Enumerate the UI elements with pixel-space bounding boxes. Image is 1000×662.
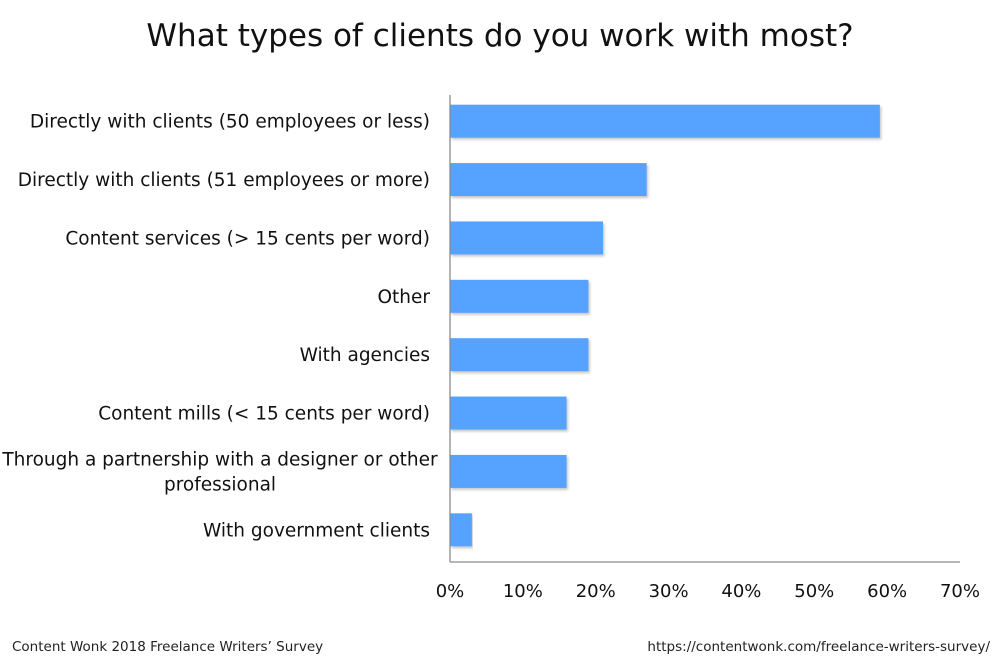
category-label: professional: [164, 474, 276, 495]
footer-url-link[interactable]: https://contentwonk.com/freelance-writer…: [647, 639, 990, 655]
bar: [450, 163, 647, 197]
category-label: With government clients: [203, 520, 430, 541]
x-tick-label: 50%: [794, 581, 834, 602]
bars-layer: [450, 104, 880, 547]
category-label: Through a partnership with a designer or…: [1, 449, 438, 470]
footer-source-text: Content Wonk 2018 Freelance Writers’ Sur…: [12, 639, 323, 655]
bar: [450, 104, 880, 138]
category-label: Content mills (< 15 cents per word): [98, 404, 430, 425]
category-label: Content services (> 15 cents per word): [65, 228, 430, 249]
category-label: With agencies: [300, 345, 430, 366]
x-tick-label: 0%: [436, 581, 465, 602]
bar: [450, 338, 589, 372]
bar: [450, 221, 603, 255]
x-tick-label: 20%: [576, 581, 616, 602]
x-tick-label: 30%: [649, 581, 689, 602]
category-label: Directly with clients (50 employees or l…: [30, 112, 430, 133]
x-tick-label: 40%: [721, 581, 761, 602]
bar: [450, 279, 589, 313]
category-label: Other: [377, 287, 430, 308]
category-labels: Directly with clients (50 employees or l…: [1, 112, 438, 542]
bar: [450, 513, 472, 547]
x-tick-labels: 0% 10% 20% 30% 40% 50% 60% 70%: [436, 581, 980, 602]
x-tick-label: 10%: [503, 581, 543, 602]
bar: [450, 396, 567, 430]
x-tick-label: 70%: [940, 581, 980, 602]
category-label: Directly with clients (51 employees or m…: [18, 170, 430, 191]
x-tick-label: 60%: [867, 581, 907, 602]
bar: [450, 454, 567, 488]
chart-title: What types of clients do you work with m…: [146, 18, 853, 54]
